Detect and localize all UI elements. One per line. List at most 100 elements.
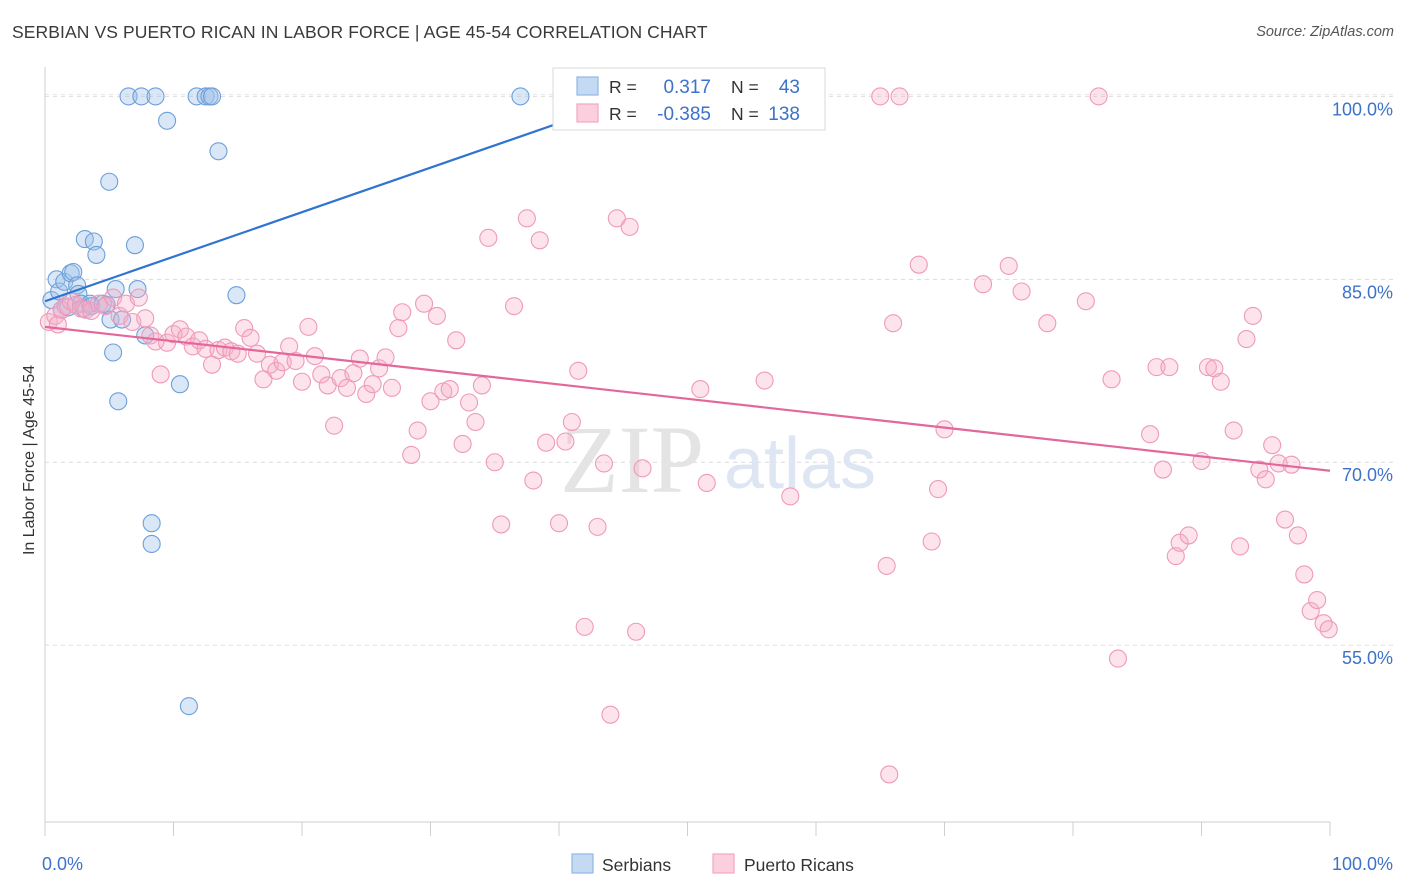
puerto-ricans-point [1153,460,1172,479]
puerto-ricans-point [421,392,440,411]
serbians-point [203,87,222,106]
puerto-ricans-point [1211,372,1230,391]
puerto-ricans-point [472,376,491,395]
puerto-ricans-point [569,361,588,380]
serbians-point [104,343,123,362]
puerto-ricans-point [620,217,639,236]
serbians-point [227,286,246,305]
puerto-ricans-point [299,317,318,336]
y-tick-labels: 55.0% 70.0% 85.0% 100.0% [1332,99,1393,668]
puerto-ricans-point [1224,421,1243,440]
serbians-point [142,534,161,554]
puerto-ricans-point [453,434,472,454]
puerto-ricans-point [549,514,569,533]
source-credit: Source: ZipAtlas.com [1256,24,1394,40]
puerto-ricans-point [1170,533,1189,552]
puerto-ricans-point [1308,590,1327,610]
puerto-ricans-point [402,445,421,464]
puerto-ricans-point [1319,620,1338,639]
puerto-ricans-point [170,320,189,339]
puerto-ricans-point [973,275,993,294]
puerto-ricans-point [1256,470,1275,489]
puerto-ricans-n-label: N = [731,104,759,124]
serbians-point [511,87,530,106]
puerto-ricans-point [1295,565,1314,584]
serbians-point [142,514,161,533]
puerto-ricans-point [1179,526,1198,545]
puerto-ricans-point [524,471,543,490]
puerto-ricans-point [1198,358,1217,377]
serbians-n-label: N = [731,77,759,97]
puerto-ricans-point [871,87,890,106]
puerto-ricans-point [633,459,652,478]
puerto-ricans-point [1147,358,1166,377]
puerto-ricans-r-label: R = [609,104,637,124]
legend-puerto-ricans-swatch [712,853,735,874]
puerto-ricans-point [884,314,903,333]
puerto-ricans-point [1282,455,1301,474]
puerto-ricans-point [755,371,774,390]
puerto-ricans-trend-line [44,325,1331,472]
puerto-ricans-point [393,303,412,322]
puerto-ricans-point [286,351,305,371]
serbians-point [97,295,116,314]
y-tick-label: 85.0% [1342,282,1393,302]
puerto-ricans-point [1012,282,1031,301]
x-tick-label-min: 0.0% [42,854,83,874]
puerto-ricans-point [292,372,312,391]
puerto-ricans-point [382,378,402,397]
legend-serbians-label: Serbians [602,855,671,875]
puerto-ricans-point [415,294,434,313]
puerto-ricans-point [530,231,549,250]
serbians-n-value: 43 [779,77,800,98]
legend-serbians-swatch [571,853,594,874]
serbians-point [209,142,228,161]
puerto-ricans-n-value: 138 [768,104,800,125]
puerto-ricans-point [146,332,165,351]
puerto-ricans-point [691,380,710,399]
puerto-ricans-point [1250,460,1269,479]
gridlines [45,93,1395,646]
puerto-ricans-point [627,622,646,641]
puerto-ricans-point [504,297,524,316]
puerto-ricans-point [389,319,408,338]
puerto-ricans-point [1038,314,1057,333]
puerto-ricans-point [1288,526,1307,545]
puerto-ricans-point [909,255,928,274]
puerto-ricans-point [601,705,620,724]
puerto-ricans-point [575,617,594,636]
puerto-ricans-point [922,532,941,551]
puerto-ricans-point [517,209,536,228]
serbians-point [119,87,138,106]
y-tick-label: 100.0% [1332,99,1393,119]
puerto-ricans-point [427,306,446,325]
trend-lines [44,95,1331,472]
puerto-ricans-point [588,517,607,536]
puerto-ricans-point [440,380,459,399]
puerto-ricans-point [1263,436,1282,455]
puerto-ricans-point [594,454,614,473]
puerto-ricans-point [537,433,556,452]
serbians-point [132,87,151,106]
zipatlas-watermark: ZIP atlas [560,406,876,513]
serbians-point [100,172,119,191]
serbians-point [87,245,106,264]
serbians-r-value: 0.317 [663,77,711,98]
puerto-ricans-point [1141,425,1160,444]
puerto-ricans-point [485,453,504,472]
puerto-ricans-point [136,309,155,328]
puerto-ricans-point [1089,87,1108,106]
puerto-ricans-point [877,556,896,575]
serbians-points [42,87,530,716]
puerto-ricans-point [1237,330,1256,349]
axes [44,67,1331,836]
puerto-ricans-point [890,87,909,106]
puerto-ricans-point [459,393,479,412]
puerto-ricans-point [607,209,626,228]
puerto-ricans-point [235,319,254,338]
puerto-ricans-point [241,328,260,347]
puerto-ricans-point [479,228,498,247]
serbians-point [196,87,215,106]
y-tick-label: 70.0% [1342,465,1393,485]
